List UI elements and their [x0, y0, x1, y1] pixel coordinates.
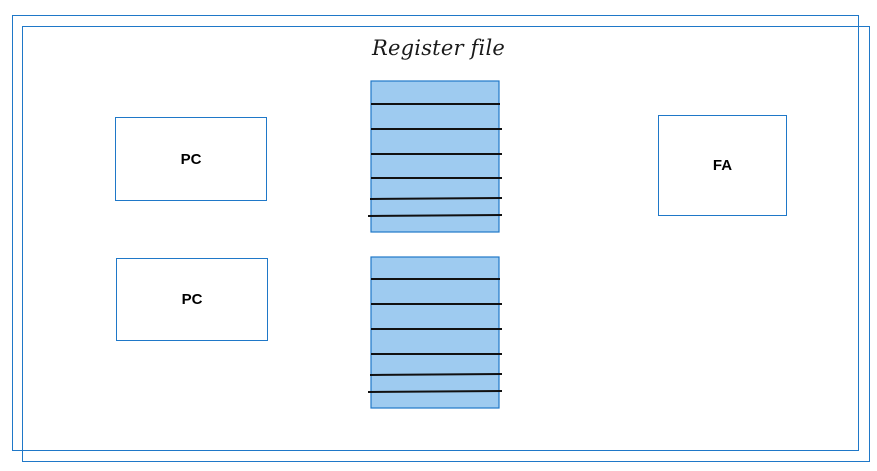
register-divider: [367, 390, 503, 393]
register-file-bottom[interactable]: [364, 254, 506, 412]
pc-label-bottom: PC: [181, 291, 203, 308]
register-file-bottom-body: [370, 256, 500, 409]
fa-label: FA: [712, 157, 733, 174]
register-divider: [369, 373, 503, 376]
inner-frame: [22, 26, 870, 462]
register-divider: [369, 197, 503, 200]
pc-label-top: PC: [180, 150, 202, 168]
register-file-title: Register file: [372, 36, 505, 60]
fa-box[interactable]: FA: [658, 115, 787, 216]
pc-box-bottom[interactable]: PC: [116, 258, 268, 341]
pc-box-top[interactable]: PC: [115, 117, 267, 201]
register-file-top[interactable]: [364, 78, 506, 236]
register-divider: [367, 214, 503, 217]
register-file-top-body: [370, 80, 500, 233]
outer-frame: [12, 15, 859, 451]
